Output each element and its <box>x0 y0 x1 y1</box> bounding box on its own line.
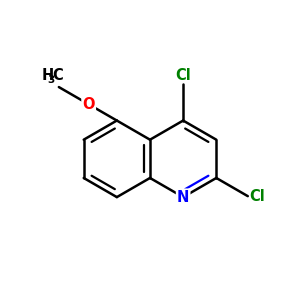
Text: H: H <box>41 68 53 82</box>
Text: 3: 3 <box>47 75 54 85</box>
Text: C: C <box>52 68 63 82</box>
Text: Cl: Cl <box>175 68 191 83</box>
Text: N: N <box>177 190 189 205</box>
Text: Cl: Cl <box>249 189 265 204</box>
Text: O: O <box>82 97 95 112</box>
